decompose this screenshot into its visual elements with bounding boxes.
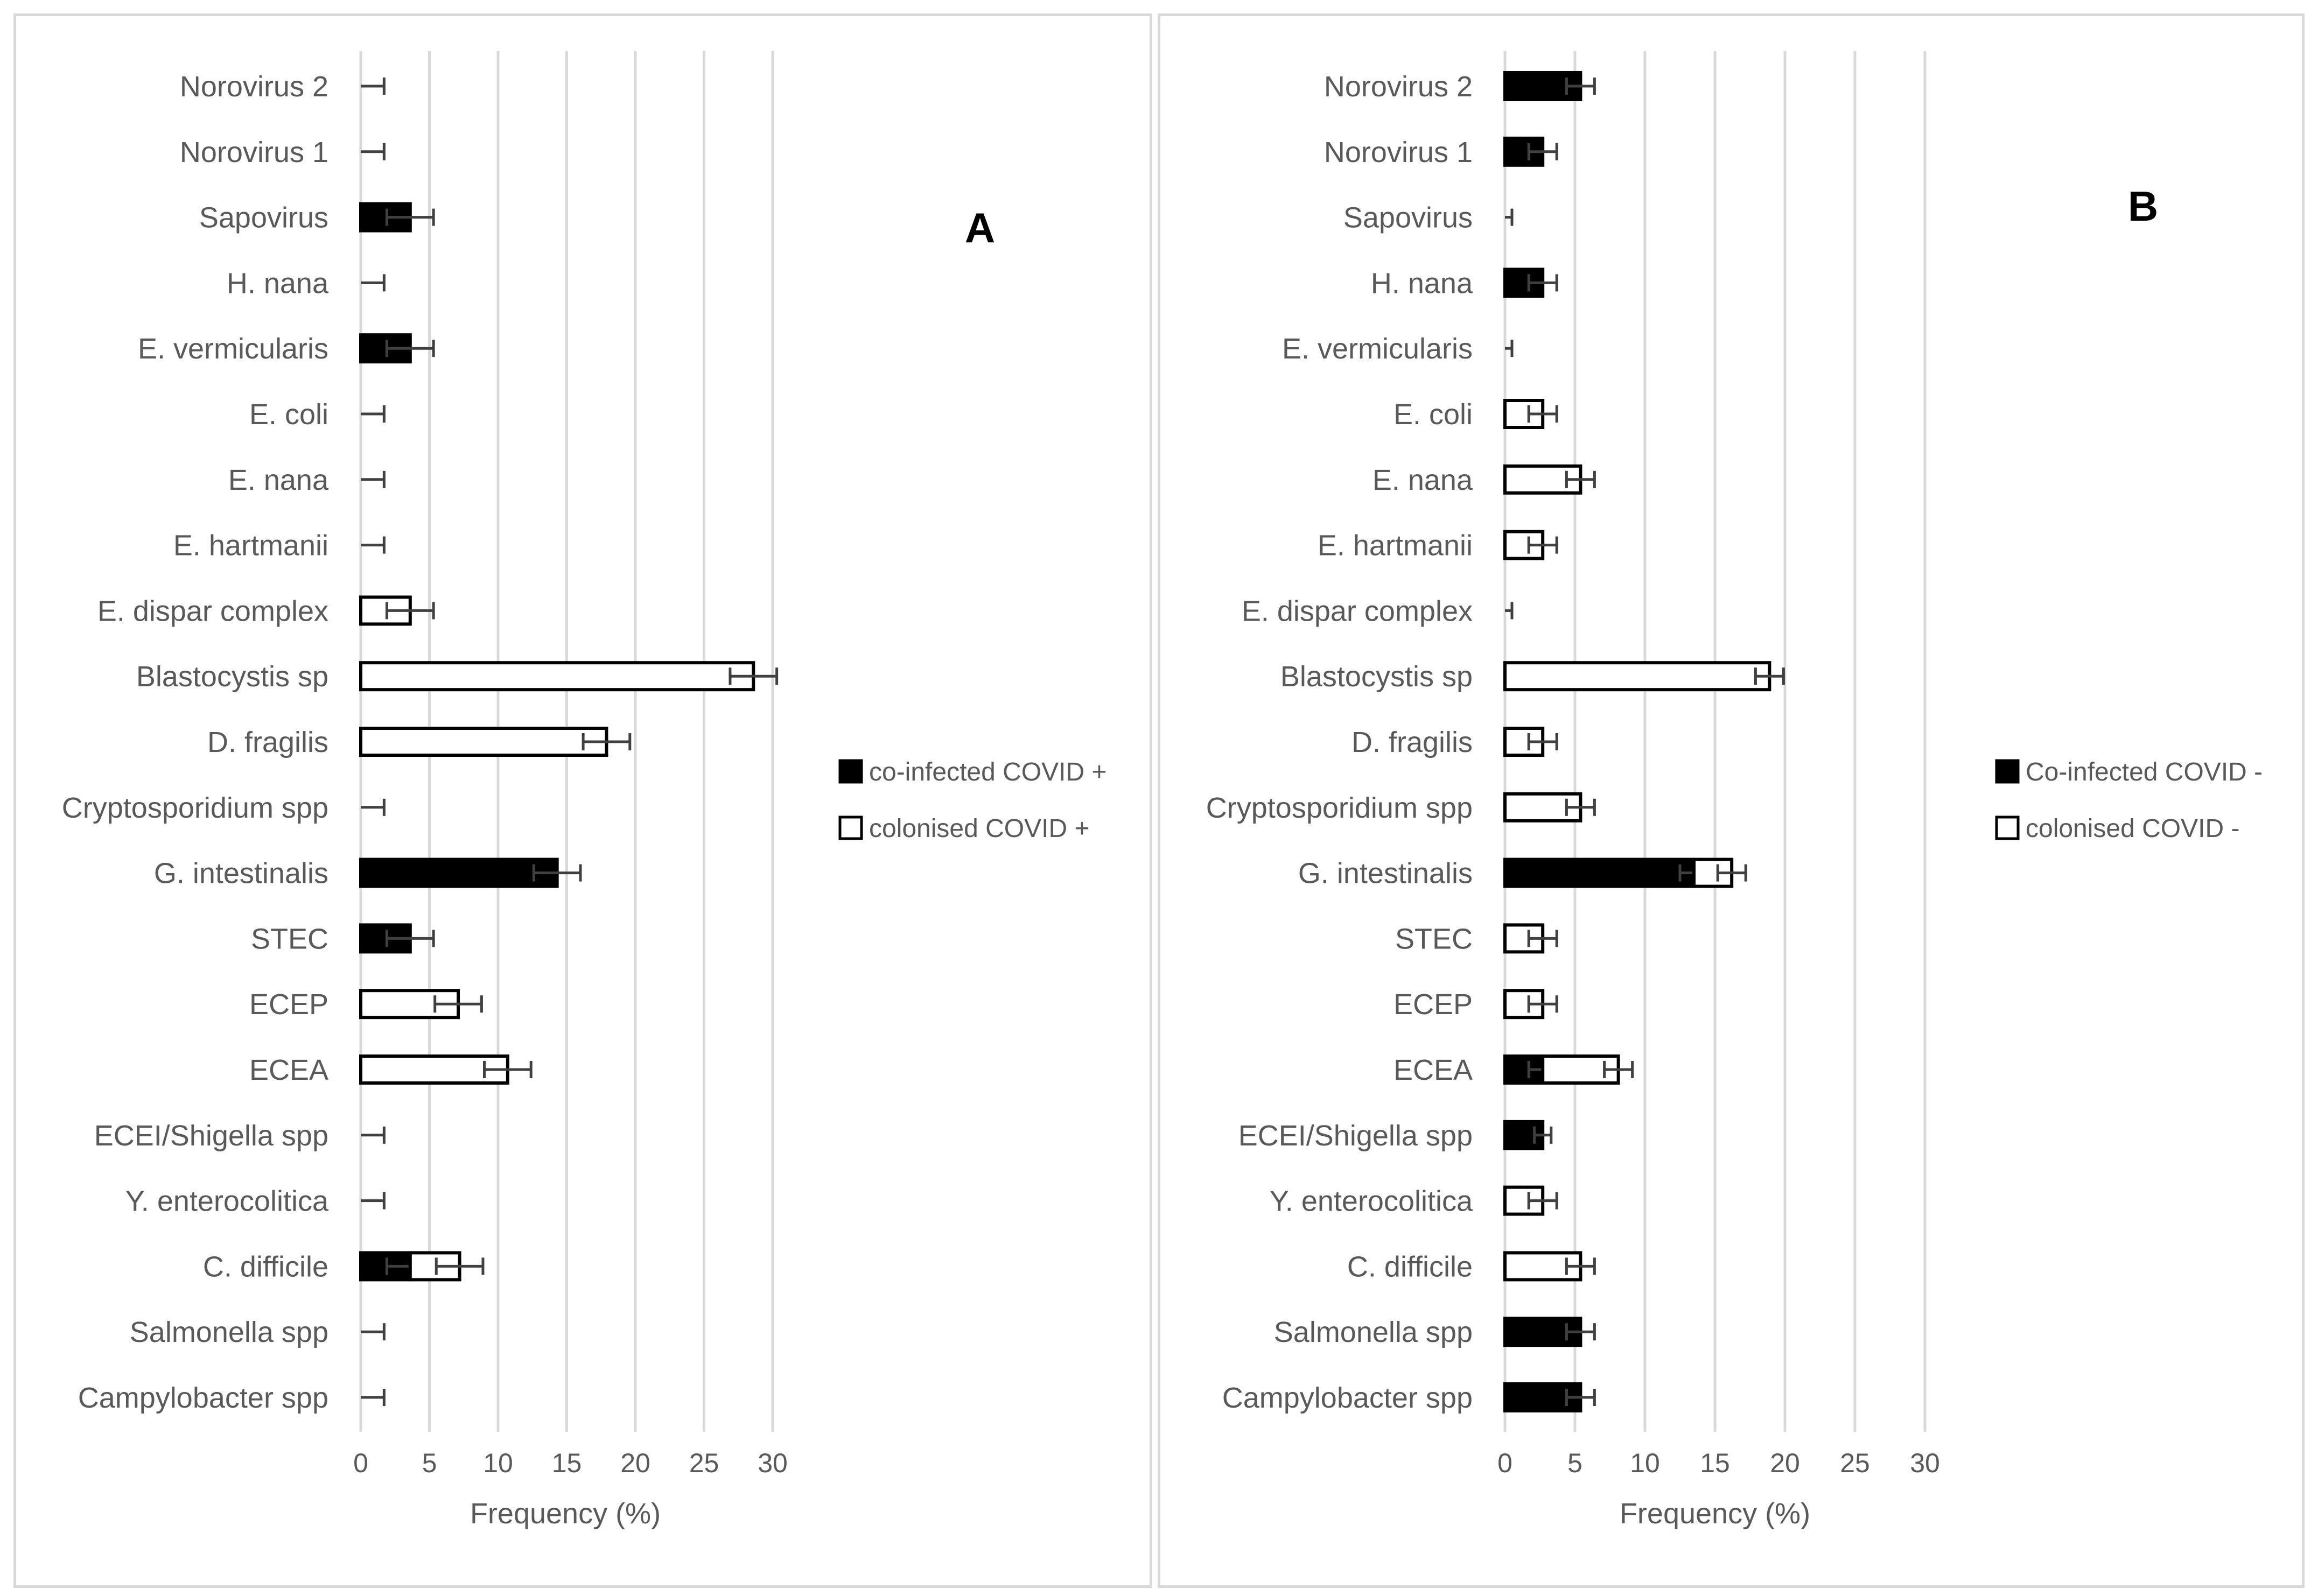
panel-a-category-label: Cryptosporidium spp	[62, 792, 328, 824]
panel-b-legend-swatch	[1995, 759, 2020, 784]
panel-b-bar-colonised	[1503, 923, 1545, 954]
panel-b-category-label: Norovirus 1	[1324, 136, 1473, 168]
panel-a-chart: 0 5 10 15 20 25 30 Norovirus 2 Norovirus 1 Sapovi…	[62, 51, 1107, 1530]
panel-b-category-label: Salmonella spp	[1274, 1316, 1473, 1348]
panel-b-chart: 0 5 10 15 20 25 30 Norovirus 2 Norovirus 1 Sapovi…	[1206, 51, 2263, 1530]
panel-b-category-label: G. intestinalis	[1298, 857, 1473, 890]
panel-a-category-label: Norovirus 1	[180, 136, 328, 168]
panel-b-x-tick-label: 25	[1840, 1448, 1870, 1478]
panel-b-legend-label: Co-infected COVID -	[2026, 758, 2263, 786]
panel-a-category-label: C. difficile	[203, 1250, 328, 1283]
panel-b-legend-swatch	[1995, 815, 2020, 840]
panel-a-category-label: Salmonella spp	[130, 1316, 328, 1348]
panel-b-category-label: Blastocystis sp	[1280, 660, 1473, 693]
panel-b-category-label: Sapovirus	[1343, 202, 1473, 234]
panel-b-category-label: E. nana	[1372, 464, 1473, 496]
panel-a-x-tick-label: 0	[353, 1448, 368, 1478]
panel-b-category-label: ECEP	[1393, 988, 1473, 1021]
panel-a-category-label: E. dispar complex	[97, 595, 328, 627]
panel-b-x-tick-label: 5	[1567, 1448, 1582, 1478]
panel-a-category-label: D. fragilis	[207, 726, 328, 758]
panel-b-category-label: C. difficile	[1347, 1250, 1473, 1283]
panel-a-x-tick-label: 25	[689, 1448, 719, 1478]
panel-b-category-label: D. fragilis	[1351, 726, 1473, 758]
panel-b-category-label: Cryptosporidium spp	[1206, 792, 1473, 824]
panel-a-category-label: STEC	[251, 923, 328, 955]
panel-a-category-label: E. coli	[249, 398, 328, 431]
panel-a-category-label: G. intestinalis	[154, 857, 328, 890]
panel-a-category-label: Sapovirus	[199, 202, 328, 234]
panel-b-category-label: Y. enterocolitica	[1270, 1185, 1473, 1218]
panel-a-category-label: Campylobacter spp	[78, 1382, 328, 1414]
panel-b-category-label: H. nana	[1371, 267, 1473, 299]
panel-a-x-tick-label: 10	[483, 1448, 513, 1478]
panel-b-bar-coinfected	[1503, 1054, 1545, 1085]
panel-b-bar-colonised	[1503, 661, 1771, 692]
panel-b-x-tick-label: 30	[1910, 1448, 1940, 1478]
panel-b-x-tick-label: 0	[1497, 1448, 1512, 1478]
panel-a-x-tick-label: 20	[620, 1448, 650, 1478]
panel-b-legend-label: colonised COVID -	[2026, 814, 2239, 843]
panel-b-category-label: ECEA	[1393, 1054, 1473, 1086]
panel-a-category-label: Blastocystis sp	[136, 660, 328, 693]
panel-a-bar-colonised	[359, 661, 755, 692]
panel-b-category-label: Norovirus 2	[1324, 71, 1473, 103]
panel-b-bar-coinfected	[1503, 857, 1696, 888]
panel-b-x-tick-label: 20	[1770, 1448, 1800, 1478]
panel-a-letter: A	[965, 204, 995, 251]
panel-b-category-label: E. hartmanii	[1318, 530, 1473, 562]
panel-b-category-label: Campylobacter spp	[1222, 1382, 1473, 1414]
panel-a-category-label: E. nana	[228, 464, 329, 496]
panel-a-category-label: ECEP	[249, 988, 328, 1021]
panel-a-bar-colonised	[359, 989, 460, 1020]
panel-a-category-label: Norovirus 2	[180, 71, 328, 103]
panel-a-frame	[13, 13, 1152, 1588]
panel-b-x-axis-title: Frequency (%)	[1620, 1497, 1810, 1530]
panel-b-frame	[1158, 13, 2305, 1588]
panel-a-category-label: ECEI/Shigella spp	[94, 1120, 328, 1152]
panel-a-legend-swatch	[838, 759, 863, 784]
panel-a-category-label: Y. enterocolitica	[125, 1185, 329, 1218]
panel-a-x-axis-title: Frequency (%)	[470, 1497, 661, 1530]
panel-a-legend-label: co-infected COVID +	[869, 758, 1107, 786]
panel-a-x-tick-label: 30	[758, 1448, 788, 1478]
panel-b-letter: B	[2128, 182, 2158, 230]
panel-a-x-tick-label: 5	[422, 1448, 437, 1478]
panel-b-category-label: STEC	[1395, 923, 1473, 955]
panel-a-bar-colonised	[359, 727, 608, 757]
panel-b-category-label: E. vermicularis	[1282, 333, 1473, 365]
panel-a-x-tick-label: 15	[552, 1448, 582, 1478]
panel-a-legend-swatch	[838, 815, 863, 840]
panel-a-category-label: E. vermicularis	[138, 333, 328, 365]
panel-b-x-tick-label: 15	[1700, 1448, 1730, 1478]
panel-a-category-label: E. hartmanii	[173, 530, 328, 562]
panel-a-category-label: ECEA	[249, 1054, 328, 1086]
panel-a-category-label: H. nana	[227, 267, 329, 299]
panel-a-bar-coinfected	[359, 857, 559, 888]
panel-b-category-label: E. coli	[1393, 398, 1473, 431]
panel-b-category-label: E. dispar complex	[1242, 595, 1473, 627]
panel-b-bar-colonised	[1503, 989, 1545, 1020]
panel-b-x-tick-label: 10	[1630, 1448, 1660, 1478]
panel-a-legend-label: colonised COVID +	[869, 814, 1090, 843]
panel-b-category-label: ECEI/Shigella spp	[1238, 1120, 1473, 1152]
